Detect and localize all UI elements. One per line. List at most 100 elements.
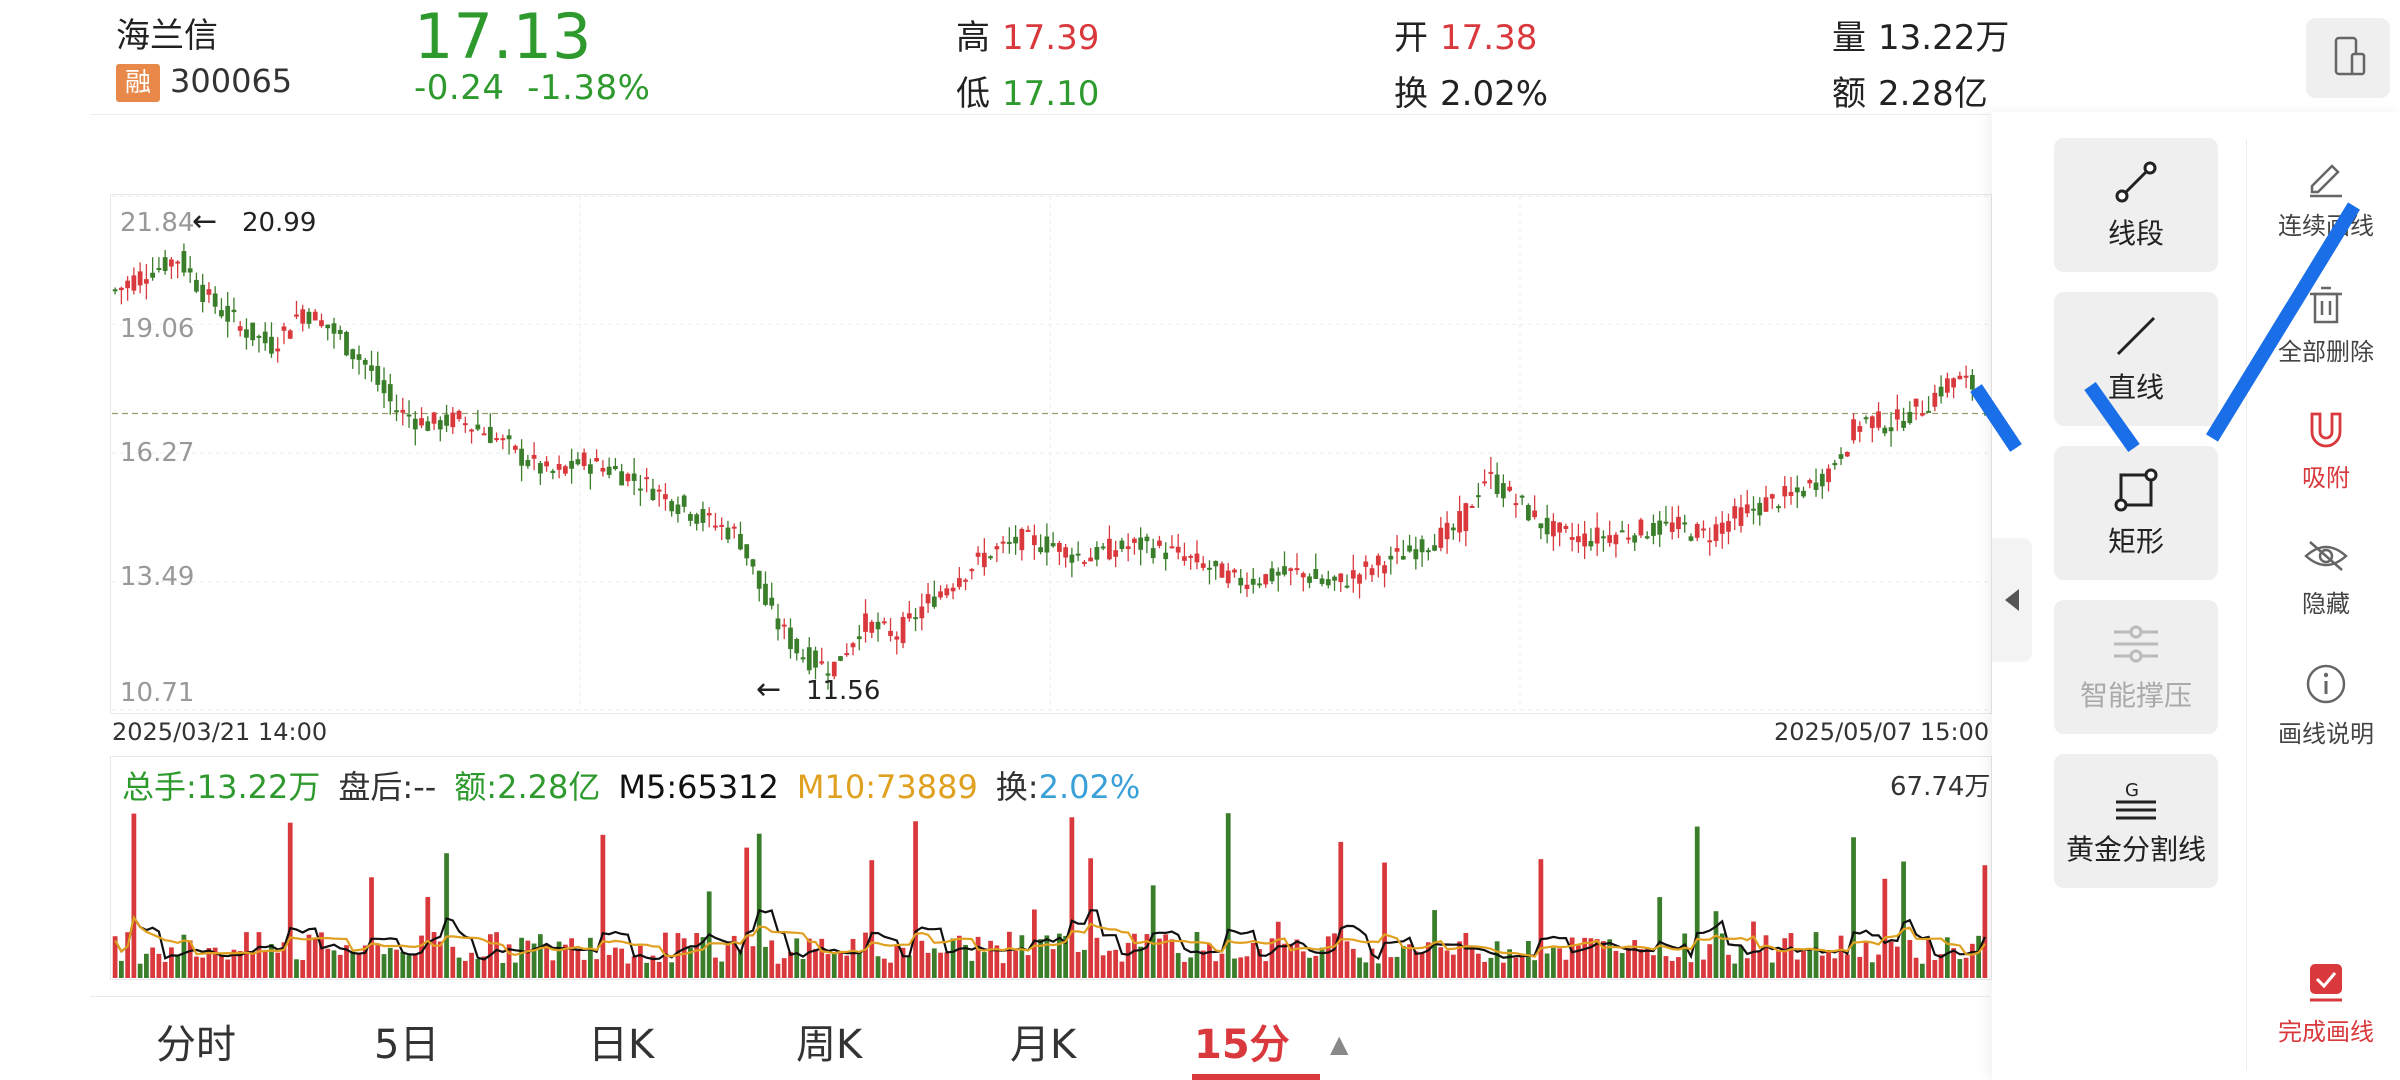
volume-bar [387,947,393,978]
volume-ma-line [114,914,1986,958]
candle-body [1050,543,1056,547]
candle-body [744,544,750,559]
candle-body [1275,571,1281,576]
candle-body [1826,468,1831,483]
candle-body [1763,497,1769,512]
candle-body [181,251,187,273]
volume-bar [1400,946,1406,978]
volume-bar [1019,935,1025,978]
candle-body [1576,536,1581,543]
y-tick-0: 21.84 [120,208,195,238]
candle-body [1638,519,1644,536]
candle-body [1432,545,1437,551]
candle-body [1006,541,1012,544]
caret-up-icon[interactable]: ▲ [1330,1030,1349,1058]
tool-golden-ratio[interactable]: G 黄金分割线 [2054,754,2218,888]
volume-bar [1494,941,1500,978]
volume-bar [1488,957,1494,978]
side-hide[interactable]: 隐藏 [2256,536,2396,619]
phone-rotate-icon [2334,36,2366,76]
candle-body [1063,547,1069,558]
candle-body [1369,568,1375,576]
volume-bar [1038,939,1043,978]
volume-bar [838,950,843,978]
tab-intraday[interactable]: 分时 [156,1022,236,1068]
tab-daily-k[interactable]: 日K [588,1022,655,1068]
candle-body [162,257,168,271]
candle-body [475,424,481,430]
candle-body [1394,548,1400,552]
candle-body [369,365,374,371]
tab-5day[interactable]: 5日 [374,1022,440,1068]
candle-body [1513,503,1519,506]
candle-body [863,613,868,632]
stat-turnover-value: 2.02% [1440,74,1549,114]
volume-bar [731,935,737,978]
tool-rectangle[interactable]: 矩形 [2054,446,2218,580]
candle-body [137,271,143,286]
volume-bar [1088,858,1094,978]
volume-bar [1544,953,1550,978]
tool-label: 矩形 [2107,525,2164,558]
landscape-toggle-button[interactable] [2306,18,2390,98]
side-continuous-draw[interactable]: 连续画线 [2256,158,2396,241]
volume-bar [562,944,568,978]
volume-bar [1463,932,1469,978]
candle-body [975,552,981,557]
volume-bar [656,961,662,978]
candle-body [1319,578,1325,584]
y-tick-3: 13.49 [120,562,195,592]
volume-bar [1569,937,1575,978]
candle-body [119,287,124,291]
tool-line-segment[interactable]: 线段 [2054,138,2218,272]
volume-bar [1144,934,1150,978]
candle-body [150,272,156,278]
volume-bar [362,945,368,978]
candle-body [337,329,343,335]
chart-end-date: 2025/05/07 15:00 [1774,718,1990,746]
volume-bar [225,959,231,978]
volume-bar [1807,950,1813,978]
tab-monthly-k[interactable]: 月K [1010,1022,1077,1068]
volume-chart-area[interactable] [110,756,1992,980]
low-annotation: ← 11.56 [756,672,880,707]
volume-bar [606,954,612,978]
volume-bar [1763,935,1769,978]
volume-bar [1225,813,1231,978]
side-delete-all[interactable]: 全部删除 [2256,284,2396,367]
golden-ratio-icon: G [2116,780,2156,820]
kline-chart-area[interactable] [110,194,1992,714]
candle-body [144,279,149,284]
tab-15min[interactable]: 15分 [1194,1022,1290,1068]
volume-bar [1894,946,1900,978]
volume-bar [1932,959,1938,978]
stat-low-label: 低 [956,74,990,114]
candle-body [1107,538,1112,560]
candle-body [1782,486,1788,497]
candle-body [1613,534,1619,545]
candle-body [344,331,349,356]
stat-volume: 量 13.22万 [1832,10,2009,59]
side-draw-help[interactable]: 画线说明 [2256,662,2396,749]
volume-bar [1732,963,1738,978]
volume-bar [956,935,962,978]
volume-bar [1350,948,1356,978]
tab-weekly-k[interactable]: 周K [796,1022,863,1068]
collapse-panel-button[interactable] [1992,538,2032,662]
volume-bar [1388,957,1394,978]
candle-body [1213,560,1219,567]
candle-body [1932,392,1938,407]
volume-bar [437,941,443,978]
volume-bar [287,822,293,978]
candle-body [1719,522,1725,534]
side-finish-drawing[interactable]: 完成画线 [2256,960,2396,1047]
candle-body [350,349,356,360]
tool-straight-line[interactable]: 直线 [2054,292,2218,426]
volume-bar [156,953,162,978]
volume-bar [1200,950,1206,978]
side-snap[interactable]: 吸附 [2256,410,2396,493]
volume-bar [1319,947,1325,978]
volume-bar [775,963,781,978]
tool-smart-support[interactable]: 智能撑压 [2054,600,2218,734]
